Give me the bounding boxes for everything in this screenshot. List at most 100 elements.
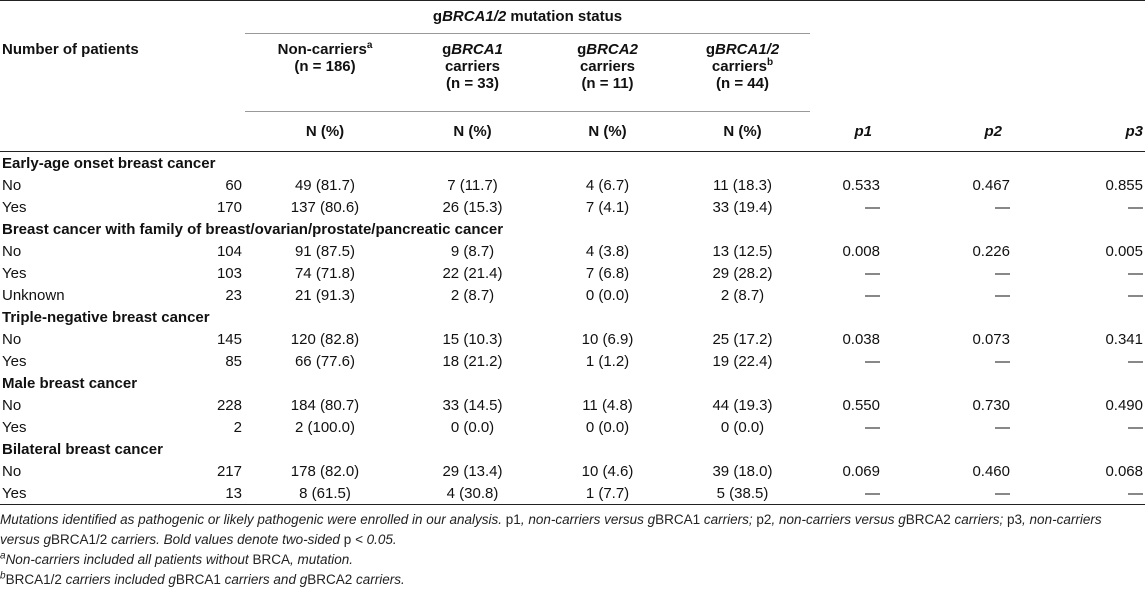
cell-nc: 8 (61.5) xyxy=(299,484,351,502)
p3-header: p3 xyxy=(1125,122,1143,140)
cell-label: No xyxy=(2,330,22,348)
table-row: Yes 13 8 (61.5) 4 (30.8) 1 (7.7) 5 (38.5) — — — xyxy=(0,482,1145,505)
cell-p3: 0.341 xyxy=(1105,330,1143,348)
cell-b12: 11 (18.3) xyxy=(713,176,772,194)
table-row: Yes 85 66 (77.6) 18 (21.2) 1 (1.2) 19 (22.4) —… xyxy=(0,350,1145,372)
table-body: Early-age onset breast cancer No 60 49 (81.… xyxy=(0,152,1145,505)
section-header: Early-age onset breast cancer xyxy=(0,152,1145,175)
cell-label: No xyxy=(2,242,22,260)
cell-label: Yes xyxy=(2,484,27,502)
cell-nc: 2 (100.0) xyxy=(294,418,356,436)
table-row: Yes 2 2 (100.0) 0 (0.0) 0 (0.0) 0 (0.0) — — — xyxy=(0,416,1145,438)
section-title: Triple-negative breast cancer xyxy=(2,308,210,326)
cell-b1: 26 (15.3) xyxy=(442,198,503,216)
cell-p2: 0.467 xyxy=(972,176,1010,194)
cell-p3: — xyxy=(1128,286,1143,304)
cell-b12: 19 (22.4) xyxy=(712,352,773,370)
cell-n: 145 xyxy=(216,330,242,348)
cell-n: 103 xyxy=(216,264,242,282)
cell-p2: 0.226 xyxy=(972,242,1010,260)
cell-b1: 0 (0.0) xyxy=(450,418,495,436)
cell-p1: — xyxy=(865,484,880,502)
cell-b2: 10 (4.6) xyxy=(581,462,634,480)
table-row: No 145 120 (82.8) 15 (10.3) 10 (6.9) 25 (17.2… xyxy=(0,328,1145,350)
cell-p2: — xyxy=(995,198,1010,216)
cell-label: No xyxy=(2,462,22,480)
cell-p2: — xyxy=(995,418,1010,436)
cell-b2: 7 (6.8) xyxy=(585,264,630,282)
cell-p3: 0.490 xyxy=(1105,396,1143,414)
cell-b12: 25 (17.2) xyxy=(712,330,773,348)
results-table: gBRCA1/2 mutation status Number of patie… xyxy=(0,0,1145,505)
cell-b2: 1 (1.2) xyxy=(585,352,630,370)
cell-b1: 29 (13.4) xyxy=(442,462,503,480)
col-brca12-carriers: gBRCA1/2 carriersb (n = 44) xyxy=(675,33,810,112)
footnote-b: bBRCA1/2 carriers included gBRCA1 carrie… xyxy=(0,570,405,587)
cell-nc: 184 (80.7) xyxy=(290,396,360,414)
cell-b12: 5 (38.5) xyxy=(716,484,769,502)
cell-n: 13 xyxy=(225,484,242,502)
cell-n: 85 xyxy=(225,352,242,370)
table-row: No 104 91 (87.5) 9 (8.7) 4 (3.8) 13 (12.5) 0.0… xyxy=(0,240,1145,262)
cell-p1: 0.038 xyxy=(842,330,880,348)
cell-nc: 74 (71.8) xyxy=(294,264,356,282)
section-title: Bilateral breast cancer xyxy=(2,440,163,458)
section-header: Bilateral breast cancer xyxy=(0,438,1145,460)
cell-b1: 2 (8.7) xyxy=(450,286,495,304)
cell-p2: — xyxy=(995,352,1010,370)
section-header: Male breast cancer xyxy=(0,372,1145,394)
cell-n: 104 xyxy=(216,242,242,260)
cell-n: 228 xyxy=(216,396,242,414)
cell-b12: 29 (28.2) xyxy=(712,264,773,282)
row-label-header: Number of patients xyxy=(2,41,139,58)
section-title: Male breast cancer xyxy=(2,374,138,392)
cell-b2: 0 (0.0) xyxy=(585,418,630,436)
cell-p2: 0.073 xyxy=(972,330,1010,348)
cell-b12: 39 (18.0) xyxy=(712,462,773,480)
cell-nc: 178 (82.0) xyxy=(290,462,360,480)
cell-p1: — xyxy=(865,286,880,304)
section-title: Early-age onset breast cancer xyxy=(2,154,216,172)
cell-nc: 49 (81.7) xyxy=(294,176,356,194)
table-row: No 60 49 (81.7) 7 (11.7) 4 (6.7) 11 (18.3) 0.5… xyxy=(0,174,1145,196)
cell-nc: 66 (77.6) xyxy=(294,352,356,370)
cell-p3: — xyxy=(1128,352,1143,370)
cell-p3: — xyxy=(1128,484,1143,502)
cell-p3: 0.855 xyxy=(1105,176,1143,194)
cell-b1: 22 (21.4) xyxy=(442,264,503,282)
footnote-a: aNon-carriers included all patients with… xyxy=(0,550,353,567)
unit-brca1: N (%) xyxy=(453,122,492,140)
p1-header: p1 xyxy=(854,122,872,140)
cell-b2: 7 (4.1) xyxy=(585,198,630,216)
cell-b2: 0 (0.0) xyxy=(585,286,630,304)
cell-n: 2 xyxy=(233,418,242,436)
cell-label: Yes xyxy=(2,418,27,436)
cell-nc: 21 (91.3) xyxy=(294,286,356,304)
cell-n: 170 xyxy=(216,198,242,216)
section-title: Breast cancer with family of breast/ovar… xyxy=(2,220,504,238)
cell-b12: 13 (12.5) xyxy=(712,242,773,260)
cell-label: Yes xyxy=(2,264,27,282)
cell-p1: — xyxy=(865,264,880,282)
cell-b12: 0 (0.0) xyxy=(720,418,765,436)
cell-b1: 15 (10.3) xyxy=(442,330,503,348)
cell-nc: 120 (82.8) xyxy=(290,330,360,348)
cell-p2: 0.730 xyxy=(972,396,1010,414)
cell-b1: 18 (21.2) xyxy=(442,352,503,370)
table-row: Unknown 23 21 (91.3) 2 (8.7) 0 (0.0) 2 (8.7) —… xyxy=(0,284,1145,306)
cell-b12: 2 (8.7) xyxy=(720,286,765,304)
table-row: No 217 178 (82.0) 29 (13.4) 10 (4.6) 39 (18.0… xyxy=(0,460,1145,482)
table-row: Yes 103 74 (71.8) 22 (21.4) 7 (6.8) 29 (28.2)… xyxy=(0,262,1145,284)
cell-n: 217 xyxy=(216,462,242,480)
cell-p2: — xyxy=(995,286,1010,304)
unit-brca12: N (%) xyxy=(723,122,762,140)
cell-p1: — xyxy=(865,352,880,370)
cell-b2: 4 (3.8) xyxy=(585,242,630,260)
cell-label: Yes xyxy=(2,198,27,216)
cell-p1: — xyxy=(865,418,880,436)
table-row: Yes 170 137 (80.6) 26 (15.3) 7 (4.1) 33 (19.4… xyxy=(0,196,1145,218)
cell-p1: 0.008 xyxy=(842,242,880,260)
cell-b2: 4 (6.7) xyxy=(585,176,630,194)
cell-label: Yes xyxy=(2,352,27,370)
